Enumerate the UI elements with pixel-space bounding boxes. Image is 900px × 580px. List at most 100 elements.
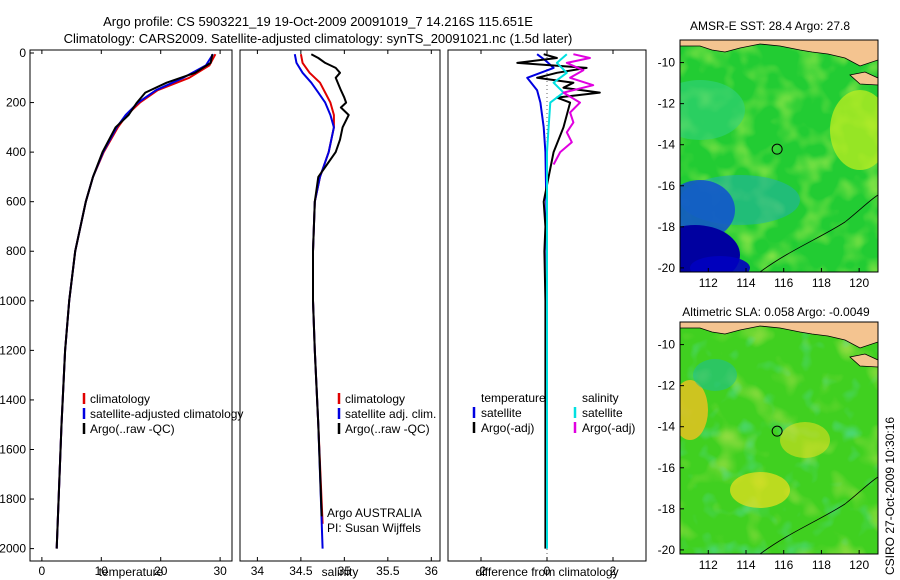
x-tick-label: 120 <box>849 558 869 572</box>
series-line-satellite-adj-clim <box>293 54 335 549</box>
credit-stamp: CSIRO 27-Oct-2009 10:30:16 <box>883 417 897 575</box>
legend-label-sal-argo: Argo(-adj) <box>582 421 635 435</box>
x-tick-label: 114 <box>736 276 755 290</box>
legend-label-argo: Argo(..raw -QC) <box>90 422 175 436</box>
series-line-temperature-argo-adj <box>516 53 601 549</box>
y-tick-label: -18 <box>658 220 676 234</box>
y-tick-label: 2000 <box>0 542 26 556</box>
series-line-satellite-adjusted-climatology <box>55 53 214 549</box>
salinity-axes-box <box>239 49 441 562</box>
x-tick-label: 35.5 <box>376 564 400 578</box>
sla-map-box <box>679 321 879 555</box>
y-tick-label: 1400 <box>0 393 26 407</box>
x-tick-label: 34.5 <box>289 564 313 578</box>
temperature-axis-ticks: 0 10 20 30 <box>39 50 227 578</box>
difference-xlabel: difference from climatology <box>475 565 618 579</box>
x-tick-label: 112 <box>699 276 718 290</box>
legend-label-sal-satellite: satellite <box>582 406 623 420</box>
sst-map-field <box>680 40 878 272</box>
series-line-argo-raw-qc <box>55 53 214 549</box>
x-tick-label: 35 <box>338 564 352 578</box>
y-tick-label: -10 <box>658 338 676 352</box>
sla-map-panel: Altimetric SLA: 0.058 Argo: -0.0049 112 1… <box>658 305 879 572</box>
argo-note-line2: PI: Susan Wijffels <box>327 521 421 535</box>
legend-label-climatology: climatology <box>345 392 405 406</box>
legend-title-temperature: temperature <box>481 391 546 405</box>
argo-location-marker <box>771 425 783 437</box>
y-tick-label: 400 <box>6 145 26 159</box>
y-tick-label: -16 <box>658 179 676 193</box>
legend-label-satellite-adj: satellite adj. clim. <box>345 407 436 421</box>
temperature-xlabel: temperature <box>99 565 164 579</box>
x-tick-label: 30 <box>213 564 227 578</box>
x-tick-label: 36 <box>425 564 439 578</box>
y-tick-label: 1000 <box>0 294 26 308</box>
legend-label-satellite-adjusted: satellite-adjusted climatology <box>90 407 243 421</box>
x-tick-label: 34 <box>251 564 265 578</box>
salinity-axis-ticks: 34 34.5 35 35.5 36 <box>251 50 439 578</box>
y-tick-label: 200 <box>6 96 26 110</box>
y-tick-label: -10 <box>658 56 676 70</box>
series-line-climatology <box>55 53 217 549</box>
sst-map-box <box>679 39 879 273</box>
salinity-xlabel: salinity <box>322 565 359 579</box>
x-tick-label: 112 <box>699 558 718 572</box>
y-tick-label: -12 <box>658 379 676 393</box>
y-tick-label: 800 <box>6 244 26 258</box>
series-line-temperature-satellite <box>526 53 555 549</box>
x-tick-label: -2 <box>476 564 487 578</box>
x-tick-label: 0 <box>39 564 46 578</box>
series-line-argo-raw-qc <box>310 53 350 517</box>
salinity-lines <box>293 53 350 549</box>
depth-axis-ticks: 0 200 400 600 800 1000 1200 1400 1600 1800 2000 <box>0 46 34 556</box>
temperature-axes-box <box>29 49 233 562</box>
y-tick-label: -20 <box>658 261 676 275</box>
sst-map-title: AMSR-E SST: 28.4 Argo: 27.8 <box>690 19 850 33</box>
x-tick-label: 116 <box>774 558 793 572</box>
figure-title-line2: Climatology: CARS2009. Satellite-adjuste… <box>64 31 573 46</box>
x-tick-label: 118 <box>812 558 831 572</box>
x-tick-label: 10 <box>95 564 109 578</box>
temperature-legend: climatology satellite-adjusted climatolo… <box>82 392 243 436</box>
sla-map-field <box>680 322 878 554</box>
series-line-climatology <box>299 54 335 524</box>
salinity-legend: climatology satellite adj. clim. Argo(..… <box>337 392 436 436</box>
difference-lines <box>516 53 601 549</box>
y-tick-label: -18 <box>658 502 676 516</box>
legend-label-argo: Argo(..raw -QC) <box>345 422 430 436</box>
legend-label-climatology: climatology <box>90 392 150 406</box>
x-tick-label: 0 <box>544 564 551 578</box>
y-tick-label: -16 <box>658 461 676 475</box>
y-tick-label: -20 <box>658 543 676 557</box>
sla-map-ticks: 112 114 116 118 120 -10 -12 -14 -16 -18 -20 <box>658 338 870 572</box>
y-tick-label: 1200 <box>0 343 26 357</box>
x-tick-label: 2 <box>610 564 617 578</box>
sla-map-title: Altimetric SLA: 0.058 Argo: -0.0049 <box>682 305 870 319</box>
y-tick-label: -14 <box>658 420 676 434</box>
x-tick-label: 118 <box>812 276 831 290</box>
series-line-salinity-satellite <box>546 53 568 549</box>
x-tick-label: 20 <box>154 564 168 578</box>
difference-panel: -2 0 2 difference from climatology tempera… <box>447 49 647 579</box>
x-tick-label: 120 <box>849 276 869 290</box>
x-tick-label: 116 <box>774 276 793 290</box>
temperature-lines <box>55 53 217 549</box>
series-line-salinity-argo-adj <box>552 53 595 165</box>
figure-title-line1: Argo profile: CS 5903221_19 19-Oct-2009 … <box>103 14 533 29</box>
y-tick-label: 600 <box>6 195 26 209</box>
y-tick-label: -12 <box>658 97 676 111</box>
x-tick-label: 114 <box>736 558 755 572</box>
y-tick-label: -14 <box>658 138 676 152</box>
argo-note-line1: Argo AUSTRALIA <box>327 506 422 520</box>
salinity-panel: 34 34.5 35 35.5 36 salinity climatology sate… <box>239 49 441 579</box>
temperature-panel: 0 200 400 600 800 1000 1200 1400 1600 1800 2000 0 1… <box>0 46 243 579</box>
y-tick-label: 0 <box>19 46 26 60</box>
argo-location-marker <box>771 143 783 155</box>
difference-legend: temperature salinity satellite Argo(-adj… <box>472 391 635 435</box>
y-tick-label: 1600 <box>0 442 26 456</box>
legend-title-salinity: salinity <box>582 391 619 405</box>
sst-map-ticks: 112 114 116 118 120 -10 -12 -14 -16 -18 -20 <box>658 56 870 290</box>
sst-map-panel: AMSR-E SST: 28.4 Argo: 27.8 112 114 116 118… <box>658 19 879 290</box>
legend-label-temp-satellite: satellite <box>481 406 522 420</box>
